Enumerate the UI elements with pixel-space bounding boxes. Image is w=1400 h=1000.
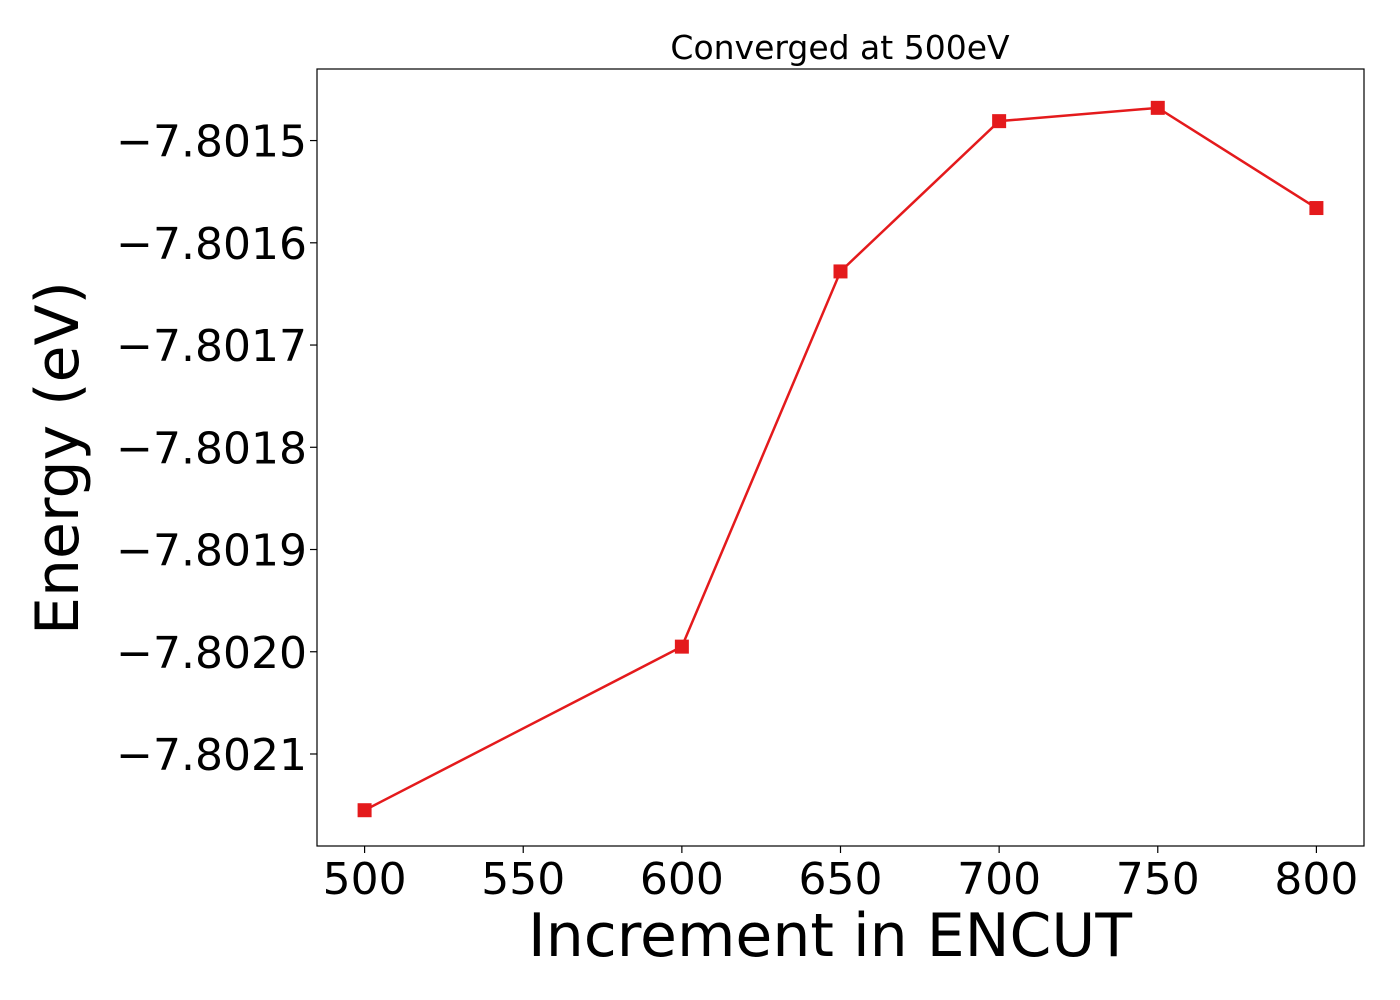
x-tick-label: 600 — [640, 854, 724, 905]
x-axis-ticks: 500 550 600 650 700 750 800 — [323, 846, 1359, 905]
x-tick-label: 700 — [957, 854, 1041, 905]
y-tick-label: −7.8020 — [116, 628, 307, 679]
x-tick-label: 750 — [1116, 854, 1200, 905]
data-point-marker — [675, 640, 689, 654]
y-tick-label: −7.8018 — [116, 423, 307, 474]
x-tick-label: 500 — [323, 854, 407, 905]
data-point-marker — [358, 803, 372, 817]
series-line — [365, 108, 1317, 810]
series-layer — [358, 101, 1324, 817]
x-tick-label: 550 — [481, 854, 565, 905]
data-point-marker — [992, 114, 1006, 128]
y-axis-ticks: −7.8021 −7.8020 −7.8019 −7.8018 −7.8017 −7.80… — [116, 117, 317, 781]
plot-area-frame — [317, 69, 1364, 846]
x-tick-label: 800 — [1274, 854, 1358, 905]
x-axis-title: Increment in ENCUT — [528, 901, 1132, 971]
chart-title: Converged at 500eV — [670, 28, 1010, 67]
x-tick-label: 650 — [799, 854, 883, 905]
y-axis-title: Energy (eV) — [23, 281, 93, 635]
data-point-marker — [1309, 201, 1323, 215]
y-tick-label: −7.8015 — [116, 117, 307, 168]
y-tick-label: −7.8019 — [116, 526, 307, 577]
data-point-marker — [1151, 101, 1165, 115]
y-tick-label: −7.8021 — [116, 730, 307, 781]
y-tick-label: −7.8016 — [116, 219, 307, 270]
data-point-marker — [834, 264, 848, 278]
y-tick-label: −7.8017 — [116, 321, 307, 372]
